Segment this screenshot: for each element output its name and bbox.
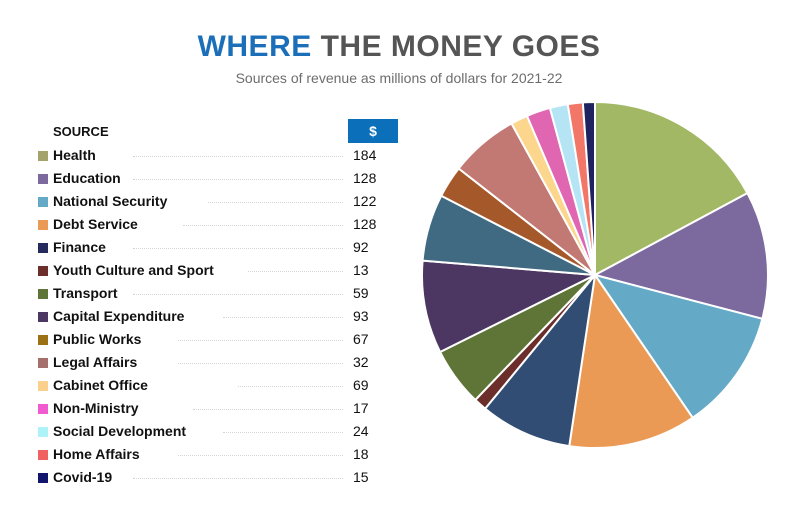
pie-slice	[594, 101, 749, 276]
chart-title-rest: THE MONEY GOES	[311, 30, 601, 63]
legend-row: Education 128	[38, 168, 398, 191]
legend-row: National Security 122	[38, 191, 398, 214]
legend-label: Capital Expenditure	[53, 308, 185, 324]
legend-value: 93	[353, 308, 369, 324]
legend-row: Health 184	[38, 145, 398, 168]
legend-row: Finance 92	[38, 237, 398, 260]
leader-dots	[238, 386, 343, 387]
leader-dots	[133, 478, 343, 479]
leader-dots	[178, 340, 343, 341]
legend-swatch	[38, 404, 48, 414]
legend-label: Social Development	[53, 423, 187, 439]
legend-value: 32	[353, 354, 369, 370]
legend-value: 128	[353, 216, 377, 232]
value-column-header: $	[348, 119, 398, 143]
legend-swatch	[38, 220, 48, 230]
legend-swatch	[38, 312, 48, 322]
pie-chart	[421, 101, 769, 449]
legend-label: Finance	[53, 239, 106, 255]
legend-value: 13	[353, 262, 369, 278]
legend-value: 18	[353, 446, 369, 462]
pie-slice	[594, 192, 769, 320]
legend-swatch	[38, 151, 48, 161]
legend-value: 17	[353, 400, 369, 416]
leader-dots	[133, 179, 343, 180]
leader-dots	[133, 294, 343, 295]
legend-value: 184	[353, 147, 377, 163]
legend-row: Legal Affairs 32	[38, 352, 398, 375]
legend-row: Home Affairs 18	[38, 444, 398, 467]
leader-dots	[193, 409, 343, 410]
legend-label: Youth Culture and Sport	[53, 262, 214, 278]
source-column-header: SOURCE	[53, 124, 109, 139]
legend-swatch	[38, 289, 48, 299]
legend-label: Transport	[53, 285, 118, 301]
legend-row: Non-Ministry 17	[38, 398, 398, 421]
legend-row: Covid-19 15	[38, 467, 398, 490]
legend-label: Covid-19	[53, 469, 113, 485]
legend-swatch	[38, 174, 48, 184]
legend-value: 15	[353, 469, 369, 485]
legend-row: Transport 59	[38, 283, 398, 306]
legend-row: Debt Service 128	[38, 214, 398, 237]
legend-value: 59	[353, 285, 369, 301]
pie-slice	[581, 101, 596, 276]
legend-label: Legal Affairs	[53, 354, 138, 370]
legend-label: Cabinet Office	[53, 377, 148, 393]
legend-label: Public Works	[53, 331, 142, 347]
legend-value: 122	[353, 193, 377, 209]
leader-dots	[208, 202, 343, 203]
legend-swatch	[38, 381, 48, 391]
legend-swatch	[38, 335, 48, 345]
leader-dots	[223, 432, 343, 433]
legend-swatch	[38, 197, 48, 207]
leader-dots	[248, 271, 343, 272]
legend-row: Youth Culture and Sport 13	[38, 260, 398, 283]
legend-swatch	[38, 243, 48, 253]
legend-table: Health 184 Education 128 National Security 12…	[38, 145, 398, 490]
legend-label: Debt Service	[53, 216, 138, 232]
legend-row: Capital Expenditure 93	[38, 306, 398, 329]
pie-slice	[484, 274, 596, 448]
legend-label: Health	[53, 147, 96, 163]
leader-dots	[223, 317, 343, 318]
leader-dots	[178, 455, 343, 456]
chart-subtitle: Sources of revenue as millions of dollar…	[235, 70, 563, 86]
pie-slice	[568, 274, 694, 449]
legend-swatch	[38, 450, 48, 460]
legend-value: 92	[353, 239, 369, 255]
legend-value: 69	[353, 377, 369, 393]
legend-swatch	[38, 358, 48, 368]
leader-dots	[183, 225, 343, 226]
legend-row: Cabinet Office 69	[38, 375, 398, 398]
legend-value: 24	[353, 423, 369, 439]
legend-label: Home Affairs	[53, 446, 140, 462]
legend-swatch	[38, 266, 48, 276]
leader-dots	[133, 156, 343, 157]
pie-slice	[594, 274, 764, 419]
chart-title-highlight: WHERE	[197, 30, 312, 63]
legend-row: Social Development 24	[38, 421, 398, 444]
legend-label: Non-Ministry	[53, 400, 139, 416]
chart-title: WHERE THE MONEY GOES	[0, 30, 798, 64]
legend-swatch	[38, 473, 48, 483]
legend-value: 128	[353, 170, 377, 186]
legend-label: National Security	[53, 193, 168, 209]
leader-dots	[178, 363, 343, 364]
legend-value: 67	[353, 331, 369, 347]
legend-swatch	[38, 427, 48, 437]
leader-dots	[133, 248, 343, 249]
pie-slice	[421, 259, 596, 353]
legend-label: Education	[53, 170, 121, 186]
legend-row: Public Works 67	[38, 329, 398, 352]
